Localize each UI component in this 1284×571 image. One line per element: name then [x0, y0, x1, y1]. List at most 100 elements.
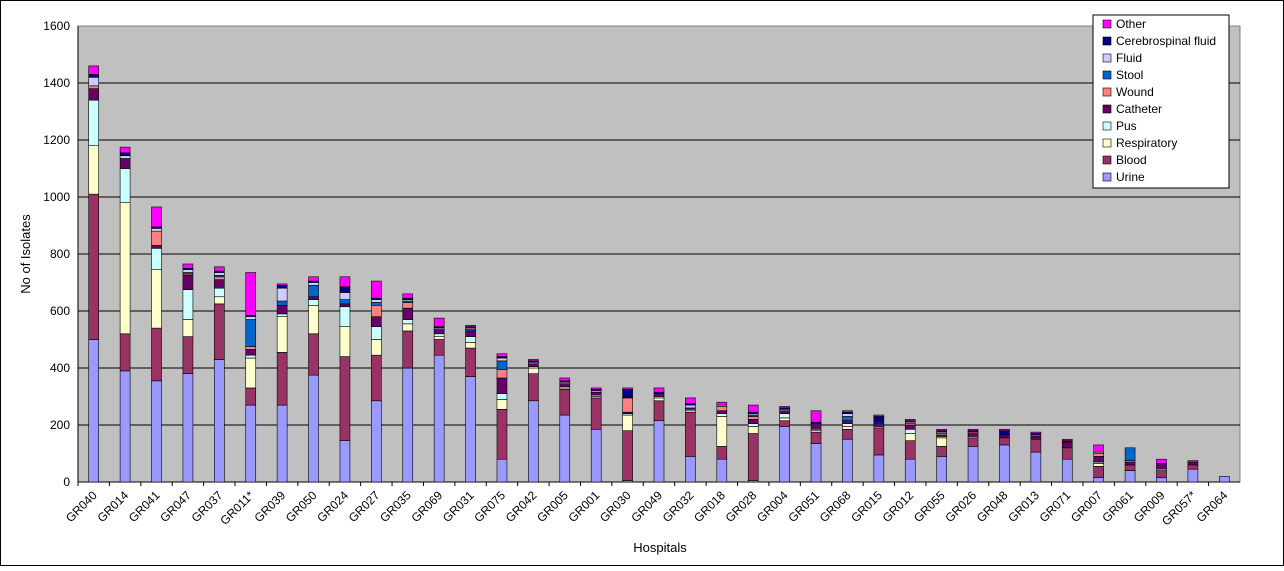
bar-segment-catheter: [716, 410, 728, 414]
bar-segment-pus: [182, 289, 194, 320]
bar-segment-urine: [88, 339, 100, 483]
bar-segment-catheter: [1030, 436, 1042, 440]
bar-segment-other: [1187, 460, 1199, 463]
bar-segment-other: [308, 276, 319, 282]
bar-segment-respiratory: [622, 414, 633, 431]
bar-segment-other: [371, 280, 382, 299]
bar-segment-catheter: [1124, 461, 1136, 466]
bar-segment-other: [779, 406, 790, 409]
bar-segment-respiratory: [842, 426, 853, 430]
bar-segment-other: [590, 387, 602, 390]
bar-segment-respiratory: [747, 426, 759, 434]
legend-swatch: [1102, 104, 1112, 114]
bar-segment-urine: [1061, 458, 1073, 483]
bar-segment-catheter: [779, 410, 790, 414]
legend-label: Catheter: [1116, 102, 1162, 116]
bar-segment-blood: [873, 427, 885, 456]
bar-segment-fluid: [245, 316, 257, 320]
bar-segment-blood: [1093, 466, 1104, 479]
bar-segment-respiratory: [339, 326, 351, 357]
bar-segment-other: [842, 410, 853, 413]
bar-segment-pus: [716, 413, 728, 417]
bar-segment-stool: [842, 416, 853, 422]
bar-segment-blood: [119, 333, 131, 372]
bar-segment-cerebrospinal-fluid: [119, 152, 131, 156]
bar-segment-catheter: [151, 245, 162, 249]
y-tick-label: 600: [50, 304, 70, 318]
bar-segment-urine: [716, 458, 728, 483]
bar-segment-blood: [779, 420, 790, 427]
bar-segment-blood: [842, 428, 853, 440]
y-tick-label: 800: [50, 247, 70, 261]
y-tick-label: 1000: [43, 190, 70, 204]
bar-segment-other: [653, 387, 665, 393]
bar-segment-stool: [276, 300, 288, 306]
gridlines: [77, 26, 1240, 486]
bar-segment-urine: [685, 456, 696, 483]
bar-segment-blood: [1187, 464, 1199, 470]
bar-segment-blood: [1061, 447, 1073, 460]
bar-segment-pus: [747, 423, 759, 427]
bar-segment-blood: [528, 373, 539, 402]
bar-segment-urine: [810, 443, 822, 483]
bar-segment-cerebrospinal-fluid: [88, 74, 100, 78]
legend-swatch: [1102, 87, 1112, 97]
bar-segment-catheter: [245, 349, 257, 356]
bar-segment-other: [810, 410, 822, 423]
bar-segment-other: [685, 397, 696, 404]
bar-segment-fluid: [496, 357, 508, 362]
y-tick-label: 400: [50, 361, 70, 375]
bar-segment-blood: [182, 336, 194, 374]
bar-segment-respiratory: [936, 437, 947, 447]
legend-label: Cerebrospinal fluid: [1116, 34, 1216, 48]
y-tick-label: 1400: [43, 76, 70, 90]
bar-segment-catheter: [433, 329, 445, 335]
bar-segment-urine: [465, 376, 476, 483]
bar-segment-catheter: [747, 418, 759, 424]
bar-segment-urine: [245, 404, 257, 483]
bar-segment-pus: [371, 326, 382, 340]
bar-segment-other: [182, 263, 194, 269]
bar-segment-blood: [747, 433, 759, 481]
bar-segment-respiratory: [371, 339, 382, 356]
bar-segment-catheter: [810, 423, 822, 430]
bar-segment-catheter: [214, 279, 225, 289]
bar-segment-urine: [1218, 475, 1230, 483]
bar-segment-other: [402, 293, 414, 299]
y-tick-label: 1600: [43, 19, 70, 33]
bar-segment-blood: [653, 400, 665, 422]
bar-segment-catheter: [559, 383, 571, 387]
bar-segment-urine: [1156, 477, 1167, 483]
bar-segment-other: [1156, 458, 1167, 464]
bar-segment-other: [559, 377, 571, 382]
legend-label: Respiratory: [1116, 136, 1177, 150]
bar-segment-catheter: [1093, 456, 1104, 463]
bar-segment-respiratory: [214, 296, 225, 305]
legend-swatch: [1102, 172, 1112, 182]
legend-swatch: [1102, 53, 1112, 63]
bar-segment-cerebrospinal-fluid: [999, 430, 1010, 436]
bar-segment-respiratory: [779, 417, 790, 422]
bar-segment-catheter: [402, 307, 414, 320]
bar-segment-other: [873, 414, 885, 417]
bar-segment-blood: [590, 397, 602, 430]
bar-segment-blood: [936, 446, 947, 457]
bar-segment-wound: [747, 416, 759, 420]
bar-segment-pus: [904, 428, 916, 434]
bar-segment-urine: [653, 420, 665, 483]
bar-segment-other: [1061, 438, 1073, 441]
y-tick-label: 0: [63, 475, 70, 489]
bar-segment-blood: [999, 437, 1010, 446]
bar-segment-pus: [119, 168, 131, 204]
bar-segment-wound: [214, 276, 225, 280]
legend-label: Blood: [1116, 153, 1147, 167]
bar-segment-pus: [779, 413, 790, 419]
bar-segment-other: [904, 418, 916, 422]
bar-segment-fluid: [842, 413, 853, 417]
legend-swatch: [1102, 19, 1112, 29]
bar-segment-catheter: [182, 275, 194, 290]
bar-segment-fluid: [685, 404, 696, 409]
legend-swatch: [1102, 121, 1112, 131]
bar-segment-respiratory: [1093, 463, 1104, 467]
bar-segment-blood: [1156, 470, 1167, 479]
